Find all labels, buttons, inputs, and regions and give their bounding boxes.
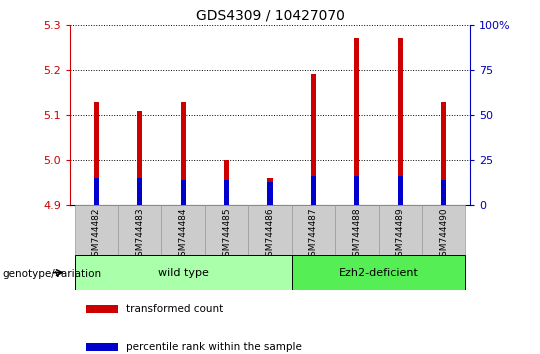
Bar <box>267 182 273 205</box>
Text: GSM744489: GSM744489 <box>396 208 405 262</box>
Bar <box>335 205 379 255</box>
Text: GSM744482: GSM744482 <box>92 208 101 262</box>
Text: wild type: wild type <box>158 268 208 278</box>
Bar <box>93 178 99 205</box>
Text: Ezh2-deficient: Ezh2-deficient <box>339 268 418 278</box>
Bar <box>292 205 335 255</box>
Bar <box>441 102 447 205</box>
Text: GSM744488: GSM744488 <box>353 208 361 262</box>
Bar <box>267 178 273 205</box>
Bar <box>137 178 143 205</box>
Text: GSM744490: GSM744490 <box>439 208 448 262</box>
Bar <box>180 180 186 205</box>
Bar <box>137 110 143 205</box>
Bar <box>118 205 161 255</box>
Text: genotype/variation: genotype/variation <box>3 269 102 279</box>
Bar <box>441 180 447 205</box>
Bar <box>248 205 292 255</box>
Bar <box>422 205 465 255</box>
Bar <box>224 160 229 205</box>
Text: GSM744485: GSM744485 <box>222 208 231 262</box>
Title: GDS4309 / 10427070: GDS4309 / 10427070 <box>195 8 345 22</box>
Bar <box>397 176 403 205</box>
Bar <box>379 205 422 255</box>
Bar <box>75 255 292 290</box>
Bar <box>311 176 316 205</box>
Text: percentile rank within the sample: percentile rank within the sample <box>126 342 302 352</box>
Bar <box>354 38 360 205</box>
Bar <box>161 205 205 255</box>
Bar <box>75 205 118 255</box>
Text: transformed count: transformed count <box>126 304 224 314</box>
Bar <box>86 343 118 351</box>
Text: GSM744483: GSM744483 <box>135 208 144 262</box>
Bar <box>397 38 403 205</box>
Bar <box>93 102 99 205</box>
Text: GSM744484: GSM744484 <box>179 208 187 262</box>
Bar <box>205 205 248 255</box>
Bar <box>180 102 186 205</box>
Bar <box>354 176 360 205</box>
Bar <box>292 255 465 290</box>
Bar <box>224 180 229 205</box>
Text: GSM744487: GSM744487 <box>309 208 318 262</box>
Bar <box>311 74 316 205</box>
Bar <box>86 305 118 313</box>
Text: GSM744486: GSM744486 <box>266 208 274 262</box>
